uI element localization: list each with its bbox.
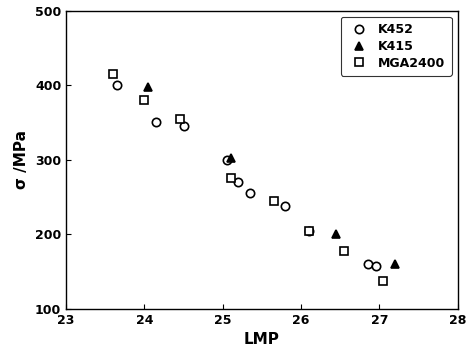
Line: MGA2400: MGA2400 bbox=[109, 70, 388, 285]
MGA2400 bbox=[228, 176, 234, 180]
MGA2400 bbox=[341, 248, 347, 253]
MGA2400 bbox=[380, 278, 386, 283]
K452 bbox=[114, 83, 120, 87]
K452 bbox=[306, 229, 312, 233]
K452 bbox=[153, 120, 159, 125]
Legend: K452, K415, MGA2400: K452, K415, MGA2400 bbox=[341, 17, 452, 76]
X-axis label: LMP: LMP bbox=[244, 332, 280, 347]
Y-axis label: σ /MPa: σ /MPa bbox=[15, 130, 29, 189]
K452 bbox=[283, 204, 288, 208]
MGA2400 bbox=[142, 98, 147, 102]
MGA2400 bbox=[177, 116, 183, 121]
K415 bbox=[334, 232, 339, 236]
Line: K415: K415 bbox=[144, 82, 399, 268]
K452 bbox=[365, 262, 371, 266]
MGA2400 bbox=[306, 229, 312, 233]
Line: K452: K452 bbox=[113, 81, 380, 270]
K415 bbox=[145, 84, 151, 89]
K452 bbox=[247, 191, 253, 195]
K452 bbox=[373, 263, 379, 268]
K452 bbox=[236, 180, 241, 184]
K452 bbox=[181, 124, 186, 129]
MGA2400 bbox=[110, 72, 116, 76]
MGA2400 bbox=[271, 199, 277, 203]
K452 bbox=[224, 158, 229, 162]
K415 bbox=[392, 262, 398, 266]
K415 bbox=[228, 156, 234, 160]
